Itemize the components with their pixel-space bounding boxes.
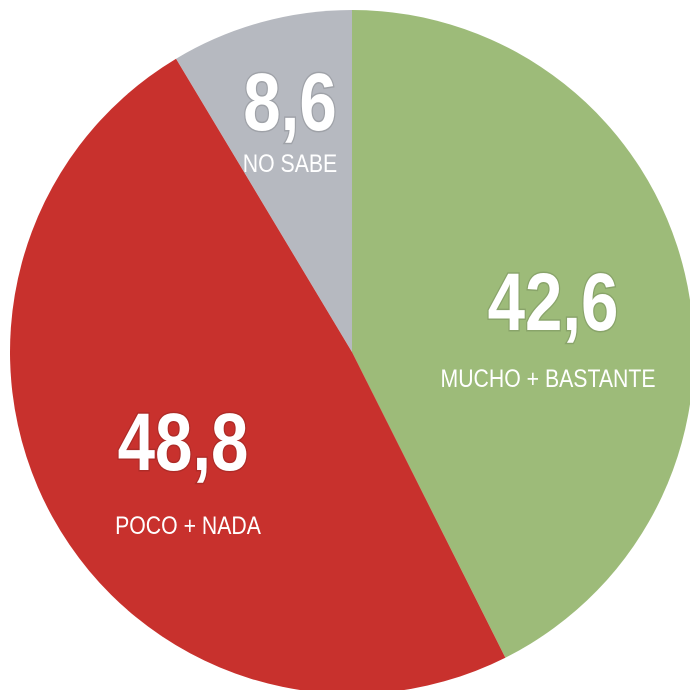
category-label-group: POCO + NADA (115, 511, 261, 539)
value-label-group: 42,6 (486, 254, 620, 349)
category-label: MUCHO + BASTANTE (441, 364, 656, 392)
value-label-group: 8,6 (242, 54, 338, 149)
value-label: 8,6 (243, 56, 336, 148)
value-label-group: 48,8 (116, 394, 250, 489)
category-label: NO SABE (243, 149, 337, 177)
pie-slice (352, 10, 690, 658)
category-label-group: MUCHO + BASTANTE (441, 364, 656, 392)
pie-slice (176, 10, 352, 352)
category-label: POCO + NADA (115, 511, 261, 539)
pie-slice (10, 58, 506, 690)
value-label: 42,6 (488, 256, 619, 348)
value-label: 48,8 (118, 396, 249, 488)
category-label-group: NO SABE (243, 149, 337, 177)
